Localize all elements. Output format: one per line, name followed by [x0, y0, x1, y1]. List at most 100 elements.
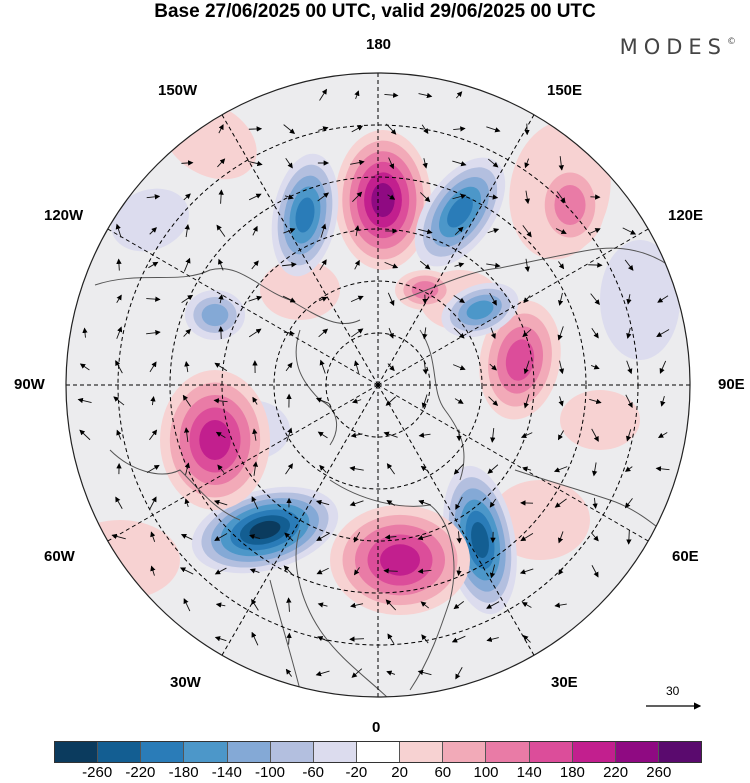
- wind-arrow: [655, 466, 670, 472]
- wind-arrow: [420, 601, 430, 609]
- wind-arrow: [353, 531, 361, 543]
- wind-arrow: [319, 359, 326, 374]
- lon-label-top: 180: [366, 36, 392, 53]
- wind-arrow: [183, 598, 191, 612]
- wind-arrow: [113, 396, 125, 406]
- wind-arrow: [384, 261, 399, 269]
- anomaly-contour: [411, 281, 439, 299]
- colorbar-tick-label: 20: [391, 764, 408, 781]
- lon-label-60e: 60E: [672, 548, 699, 565]
- wind-arrow: [354, 90, 360, 100]
- lon-label-150w: 150W: [158, 82, 198, 99]
- wind-arrow: [319, 464, 327, 473]
- colorbar-tick-label: -100: [254, 764, 286, 781]
- wind-arrow: [349, 465, 364, 472]
- wind-arrow: [489, 498, 497, 508]
- wind-arrow: [522, 225, 532, 238]
- wind-arrow: [316, 499, 330, 506]
- wind-arrow: [354, 225, 360, 237]
- wind-arrow: [285, 463, 293, 475]
- colorbar-tick-label: -220: [125, 764, 156, 781]
- wind-arrow: [387, 292, 395, 306]
- wind-arrow: [116, 326, 123, 339]
- wind-arrow: [520, 532, 534, 542]
- wind-arrow: [524, 190, 530, 205]
- colorbar-tick-label: -60: [302, 764, 325, 781]
- meridian: [221, 384, 379, 656]
- wind-arrow: [315, 670, 330, 677]
- wind-arrow: [558, 430, 564, 441]
- wind-arrow: [248, 295, 263, 302]
- wind-arrow: [557, 326, 564, 341]
- wind-arrow: [283, 124, 296, 134]
- colorbar-swatch: [356, 742, 401, 762]
- meridian: [377, 384, 649, 542]
- wind-arrow: [349, 500, 364, 507]
- wind-arrow: [452, 193, 467, 200]
- lon-label-60w: 60W: [44, 548, 75, 565]
- wind-arrow: [183, 328, 191, 337]
- wind-arrow: [352, 191, 363, 203]
- wind-arrow: [115, 360, 123, 374]
- wind-arrow: [553, 466, 568, 473]
- colorbar-tick-label: 60: [434, 764, 452, 781]
- wind-arrow: [488, 396, 499, 406]
- wind-arrow: [116, 258, 122, 271]
- wind-arrow: [251, 260, 259, 270]
- wind-arrow: [657, 295, 669, 303]
- wind-arrow: [252, 396, 258, 405]
- wind-arrow: [319, 88, 327, 101]
- wind-arrow: [490, 327, 496, 340]
- polar-map: [65, 72, 702, 710]
- colorbar-swatch: [313, 742, 357, 762]
- wind-arrow: [82, 327, 88, 338]
- wind-arrow: [417, 669, 432, 676]
- lon-label-30w: 30W: [170, 674, 201, 691]
- wind-arrow: [148, 261, 159, 269]
- anomaly-contour: [260, 260, 340, 320]
- brand-logo: MODES©: [619, 35, 736, 59]
- wind-arrow: [486, 601, 500, 609]
- colorbar-swatch: [98, 742, 142, 762]
- wind-arrow: [522, 466, 532, 472]
- wind-arrow: [453, 600, 465, 610]
- wind-arrow: [626, 327, 632, 339]
- wind-arrow: [388, 327, 394, 339]
- wind-arrow: [418, 432, 431, 438]
- wind-arrow: [418, 228, 433, 235]
- wind-arrow: [419, 260, 431, 270]
- wind-arrow: [591, 565, 599, 578]
- wind-arrow: [350, 159, 365, 166]
- wind-arrow: [523, 394, 530, 409]
- wind-arrow: [384, 534, 397, 540]
- wind-arrow: [421, 634, 429, 644]
- colorbar-tick-label: 260: [646, 764, 672, 781]
- wind-arrow: [558, 360, 565, 375]
- wind-arrow: [385, 123, 397, 135]
- colorbar-swatch: [184, 742, 228, 762]
- colorbar-tick-label: 220: [603, 764, 629, 781]
- wind-arrow: [421, 124, 429, 134]
- wind-arrow: [521, 602, 532, 608]
- wind-arrow: [184, 462, 190, 475]
- wind-arrow: [213, 499, 228, 506]
- wind-arrow: [317, 636, 329, 642]
- wind-arrow: [487, 464, 499, 474]
- wind-arrow: [249, 568, 260, 574]
- wind-arrow: [591, 462, 598, 477]
- wind-arrow: [180, 567, 194, 575]
- wind-arrow: [657, 432, 668, 438]
- colorbar-swatch: [227, 742, 271, 762]
- colorbar-swatch: [55, 742, 99, 762]
- wind-arrow: [486, 262, 501, 269]
- wind-arrow: [352, 398, 362, 404]
- wind-arrow: [252, 461, 259, 476]
- wind-arrow: [557, 292, 564, 306]
- wind-arrow: [183, 193, 191, 201]
- wind-arrow: [592, 497, 598, 509]
- wind-arrow: [116, 429, 122, 440]
- colorbar-tick-label: 100: [473, 764, 499, 781]
- colorbar-tick-label: -180: [168, 764, 199, 781]
- wind-arrow: [286, 597, 292, 612]
- wind-arrow: [456, 531, 462, 544]
